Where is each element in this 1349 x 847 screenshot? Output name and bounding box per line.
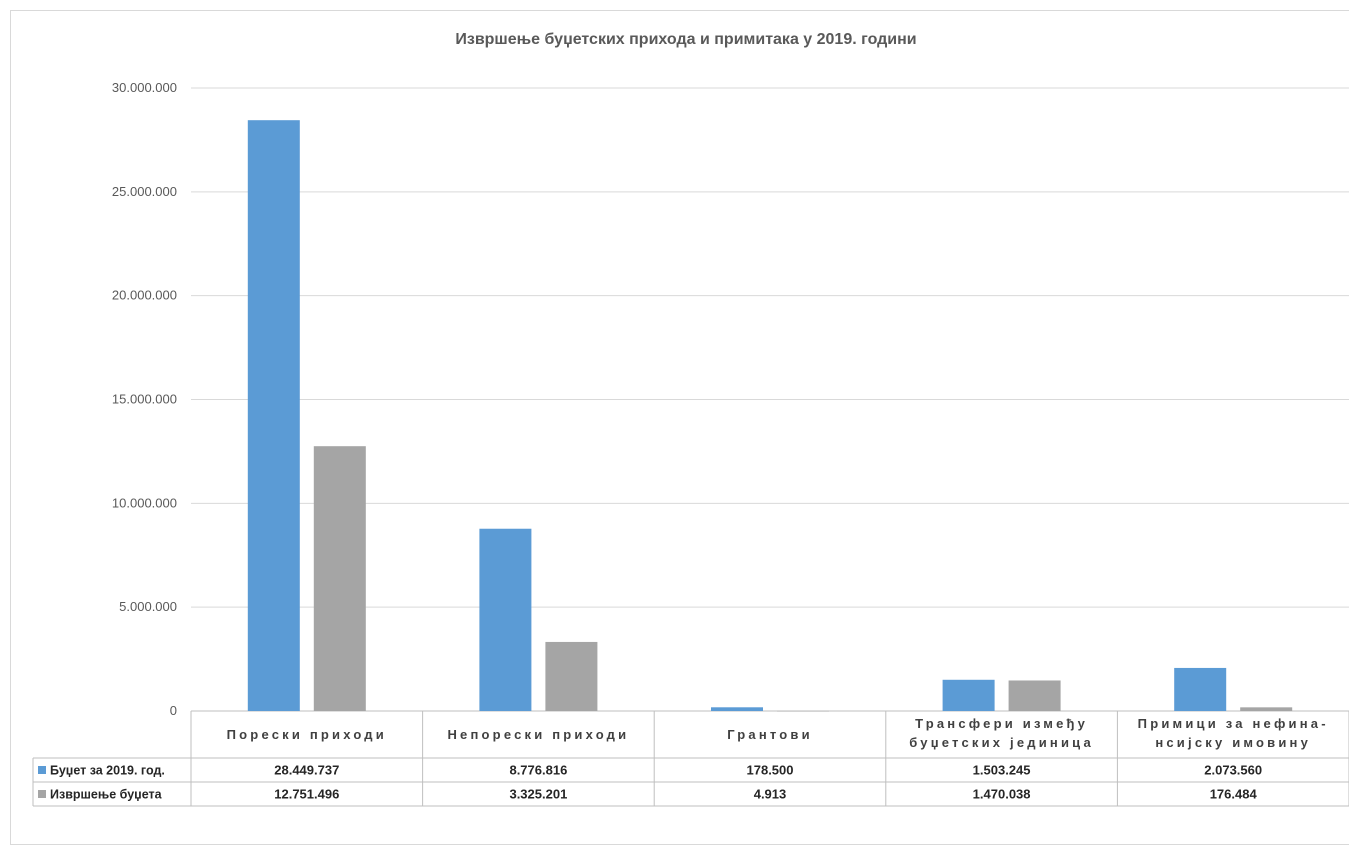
x-tick-label: Примици за нефина- <box>1138 716 1329 731</box>
bar-budget <box>479 528 532 711</box>
x-tick-label: Грантови <box>727 727 813 742</box>
bars <box>247 120 1293 712</box>
data-table: Порески приходи Непорески приходи Грантови… <box>32 711 1349 807</box>
gridlines <box>191 87 1349 712</box>
x-tick-label: Порески приходи <box>227 727 387 742</box>
bar-budget <box>1174 667 1227 711</box>
y-tick-label: 10.000.000 <box>112 495 177 510</box>
data-label: 8.776.816 <box>509 763 567 778</box>
legend-label: Извршење буџета <box>50 788 163 802</box>
y-axis-ticks: 0 5.000.000 10.000.000 15.000.000 20.000.000… <box>112 80 177 718</box>
legend-key <box>38 766 46 774</box>
bar-execution <box>545 641 598 711</box>
x-tick-label: буџетских јединица <box>909 735 1094 750</box>
data-label: 176.484 <box>1210 787 1258 802</box>
bar-budget <box>942 679 995 711</box>
data-label: 1.470.038 <box>973 787 1031 802</box>
data-label: 12.751.496 <box>274 787 339 802</box>
data-label: 4.913 <box>754 787 787 802</box>
data-label: 1.503.245 <box>973 763 1031 778</box>
data-label: 178.500 <box>747 763 794 778</box>
legend-label: Буџет за 2019. год. <box>50 764 165 778</box>
x-tick-label: Непорески приходи <box>447 727 629 742</box>
bar-execution <box>313 446 366 711</box>
data-label: 28.449.737 <box>274 763 339 778</box>
y-tick-label: 30.000.000 <box>112 80 177 95</box>
legend-key <box>38 790 46 798</box>
x-tick-label: Трансфери између <box>915 716 1088 731</box>
y-tick-label: 5.000.000 <box>119 599 177 614</box>
bar-execution <box>1240 707 1293 711</box>
data-label: 3.325.201 <box>509 787 567 802</box>
data-label: 2.073.560 <box>1204 763 1262 778</box>
bar-execution <box>777 710 829 712</box>
bar-budget <box>711 707 763 711</box>
x-tick-label: нсијску имовину <box>1155 735 1311 750</box>
y-tick-label: 0 <box>170 703 177 718</box>
y-tick-label: 20.000.000 <box>112 288 177 303</box>
y-tick-label: 25.000.000 <box>112 184 177 199</box>
bar-budget <box>247 120 300 712</box>
y-tick-label: 15.000.000 <box>112 392 177 407</box>
chart-frame <box>10 10 1349 845</box>
bar-execution <box>1008 680 1061 711</box>
chart-title: Извршење буџетских прихода и примитака у… <box>455 31 916 48</box>
